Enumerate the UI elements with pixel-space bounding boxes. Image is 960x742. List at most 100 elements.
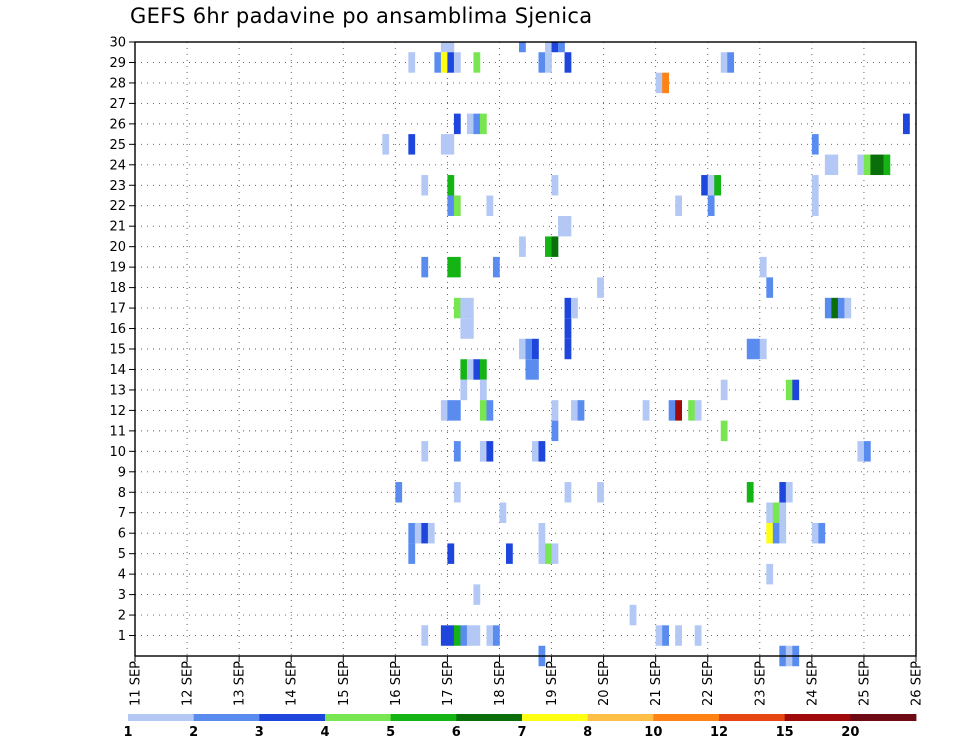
heatmap-cell xyxy=(545,236,552,257)
heatmap-cell xyxy=(831,297,839,319)
heatmap-cell xyxy=(532,338,539,360)
heatmap-cell xyxy=(675,195,682,216)
heatmap-cell xyxy=(460,359,468,380)
y-tick-label: 10 xyxy=(109,445,126,460)
heatmap-cell xyxy=(824,297,832,319)
heatmap-cell xyxy=(486,400,494,421)
heatmap-cell xyxy=(421,175,429,196)
heatmap-cell xyxy=(421,522,429,544)
heatmap-cell xyxy=(551,400,559,421)
heatmap-cell xyxy=(558,42,565,53)
heatmap-cell xyxy=(532,359,539,380)
colorbar-swatch xyxy=(719,714,786,721)
colorbar-label: 4 xyxy=(320,725,329,740)
heatmap-cell xyxy=(395,482,403,503)
heatmap-cell xyxy=(453,256,461,278)
y-tick-label: 8 xyxy=(118,486,126,501)
heatmap-cell xyxy=(440,400,448,421)
heatmap-cell xyxy=(720,379,728,401)
heatmap-cell xyxy=(538,52,546,73)
y-tick-label: 27 xyxy=(109,97,126,112)
x-tick-label: 15 SEP xyxy=(337,661,352,706)
heatmap-cell xyxy=(792,379,800,401)
colorbar-swatch xyxy=(784,714,851,721)
heatmap-cell xyxy=(662,72,669,94)
heatmap-cell xyxy=(844,297,852,319)
heatmap-cell xyxy=(772,522,780,544)
heatmap-cell xyxy=(837,297,845,319)
heatmap-cell xyxy=(518,338,526,360)
heatmap-cell xyxy=(408,52,416,73)
heatmap-cell xyxy=(460,318,468,339)
y-tick-label: 15 xyxy=(109,343,126,358)
heatmap-cell xyxy=(707,175,715,196)
x-tick-label: 25 SEP xyxy=(857,661,872,706)
heatmap-cell xyxy=(408,543,416,564)
colorbar-label: 1 xyxy=(123,725,132,740)
y-tick-label: 5 xyxy=(118,547,126,562)
y-tick-label: 17 xyxy=(109,302,126,317)
x-tick-label: 24 SEP xyxy=(805,661,820,706)
heatmap-cell xyxy=(759,256,767,278)
heatmap-cell xyxy=(720,420,728,442)
heatmap-cell xyxy=(440,52,448,73)
heatmap-cell xyxy=(811,522,819,544)
y-tick-label: 30 xyxy=(109,36,126,51)
heatmap-cell xyxy=(440,134,448,155)
heatmap-cell xyxy=(785,482,793,503)
heatmap-cell xyxy=(492,625,500,646)
heatmap-cell xyxy=(421,625,429,646)
colorbar-swatch xyxy=(193,714,260,721)
heatmap-cell xyxy=(694,400,702,421)
colorbar: 1 2 3 4 5 6 7 8 10 12 15 20 xyxy=(123,714,917,740)
heatmap-cells xyxy=(382,42,910,667)
y-tick-label: 21 xyxy=(109,220,126,235)
colorbar-swatch xyxy=(259,714,326,721)
heatmap-cell xyxy=(479,400,487,421)
heatmap-cell xyxy=(883,154,891,176)
heatmap-cell xyxy=(492,256,500,278)
heatmap-cell xyxy=(479,359,487,380)
heatmap-cell xyxy=(499,502,507,523)
y-tick-label: 13 xyxy=(109,383,126,398)
heatmap-cell xyxy=(779,522,787,544)
heatmap-cell xyxy=(668,400,676,421)
x-tick-label: 11 SEP xyxy=(129,661,144,706)
heatmap-cell xyxy=(772,502,780,523)
heatmap-cell xyxy=(831,154,839,176)
heatmap-cell xyxy=(460,297,468,319)
heatmap-cell xyxy=(564,338,572,360)
colorbar-label: 2 xyxy=(189,725,198,740)
heatmap-cell xyxy=(571,297,578,319)
colorbar-swatch xyxy=(587,714,654,721)
heatmap-cell xyxy=(447,42,455,53)
heatmap-cell xyxy=(473,584,481,605)
heatmap-cell xyxy=(876,154,884,176)
heatmap-cell xyxy=(538,441,546,462)
y-tick-label: 2 xyxy=(118,609,126,624)
heatmap-cell xyxy=(694,625,702,646)
heatmap-cell xyxy=(766,277,774,298)
heatmap-cell xyxy=(811,134,819,155)
heatmap-cell xyxy=(453,52,461,73)
x-tick-label: 12 SEP xyxy=(181,661,196,706)
x-tick-label: 22 SEP xyxy=(701,661,716,706)
heatmap-cell xyxy=(818,522,826,544)
y-tick-label: 28 xyxy=(109,76,126,91)
heatmap-cell xyxy=(453,195,461,216)
heatmap-cell xyxy=(720,52,728,73)
colorbar-label: 3 xyxy=(255,725,264,740)
heatmap-cell xyxy=(447,175,455,196)
heatmap-cell xyxy=(440,625,448,646)
heatmap-cell xyxy=(857,154,865,176)
x-tick-label: 13 SEP xyxy=(233,661,248,706)
heatmap-cell xyxy=(486,441,494,462)
colorbar-swatch xyxy=(456,714,523,721)
y-tick-label: 7 xyxy=(118,506,126,521)
colorbar-swatch xyxy=(325,714,392,721)
heatmap-cell xyxy=(564,318,572,339)
heatmap-cell xyxy=(447,543,455,564)
heatmap-cell xyxy=(453,625,461,646)
heatmap-cell xyxy=(460,625,468,646)
